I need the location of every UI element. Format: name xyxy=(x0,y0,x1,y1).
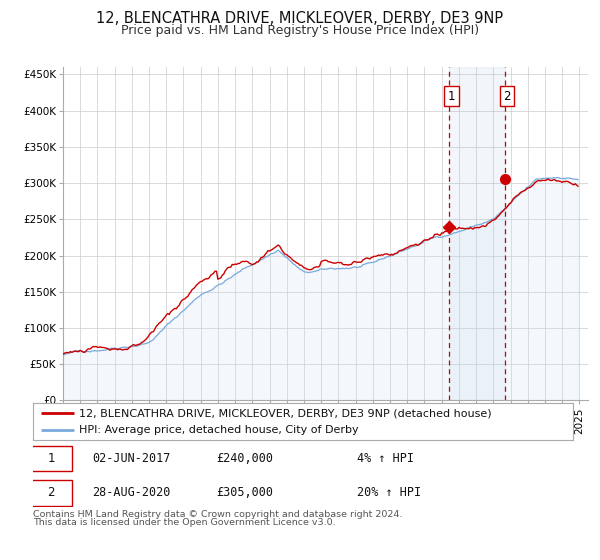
Text: Price paid vs. HM Land Registry's House Price Index (HPI): Price paid vs. HM Land Registry's House … xyxy=(121,24,479,37)
Text: HPI: Average price, detached house, City of Derby: HPI: Average price, detached house, City… xyxy=(79,425,359,435)
Text: £305,000: £305,000 xyxy=(217,486,274,499)
Text: 12, BLENCATHRA DRIVE, MICKLEOVER, DERBY, DE3 9NP (detached house): 12, BLENCATHRA DRIVE, MICKLEOVER, DERBY,… xyxy=(79,408,491,418)
Text: 20% ↑ HPI: 20% ↑ HPI xyxy=(357,486,421,499)
Text: 12, BLENCATHRA DRIVE, MICKLEOVER, DERBY, DE3 9NP: 12, BLENCATHRA DRIVE, MICKLEOVER, DERBY,… xyxy=(97,11,503,26)
Text: 1: 1 xyxy=(448,90,455,102)
Text: Contains HM Land Registry data © Crown copyright and database right 2024.: Contains HM Land Registry data © Crown c… xyxy=(33,510,403,519)
FancyBboxPatch shape xyxy=(30,480,73,506)
Bar xyxy=(449,67,505,400)
Text: 02-JUN-2017: 02-JUN-2017 xyxy=(92,452,171,465)
FancyBboxPatch shape xyxy=(30,446,73,472)
Text: 2: 2 xyxy=(503,90,511,102)
Text: 2: 2 xyxy=(47,486,55,499)
Text: 1: 1 xyxy=(47,452,55,465)
Text: This data is licensed under the Open Government Licence v3.0.: This data is licensed under the Open Gov… xyxy=(33,518,335,527)
Text: £240,000: £240,000 xyxy=(217,452,274,465)
Text: 4% ↑ HPI: 4% ↑ HPI xyxy=(357,452,414,465)
Text: 28-AUG-2020: 28-AUG-2020 xyxy=(92,486,171,499)
